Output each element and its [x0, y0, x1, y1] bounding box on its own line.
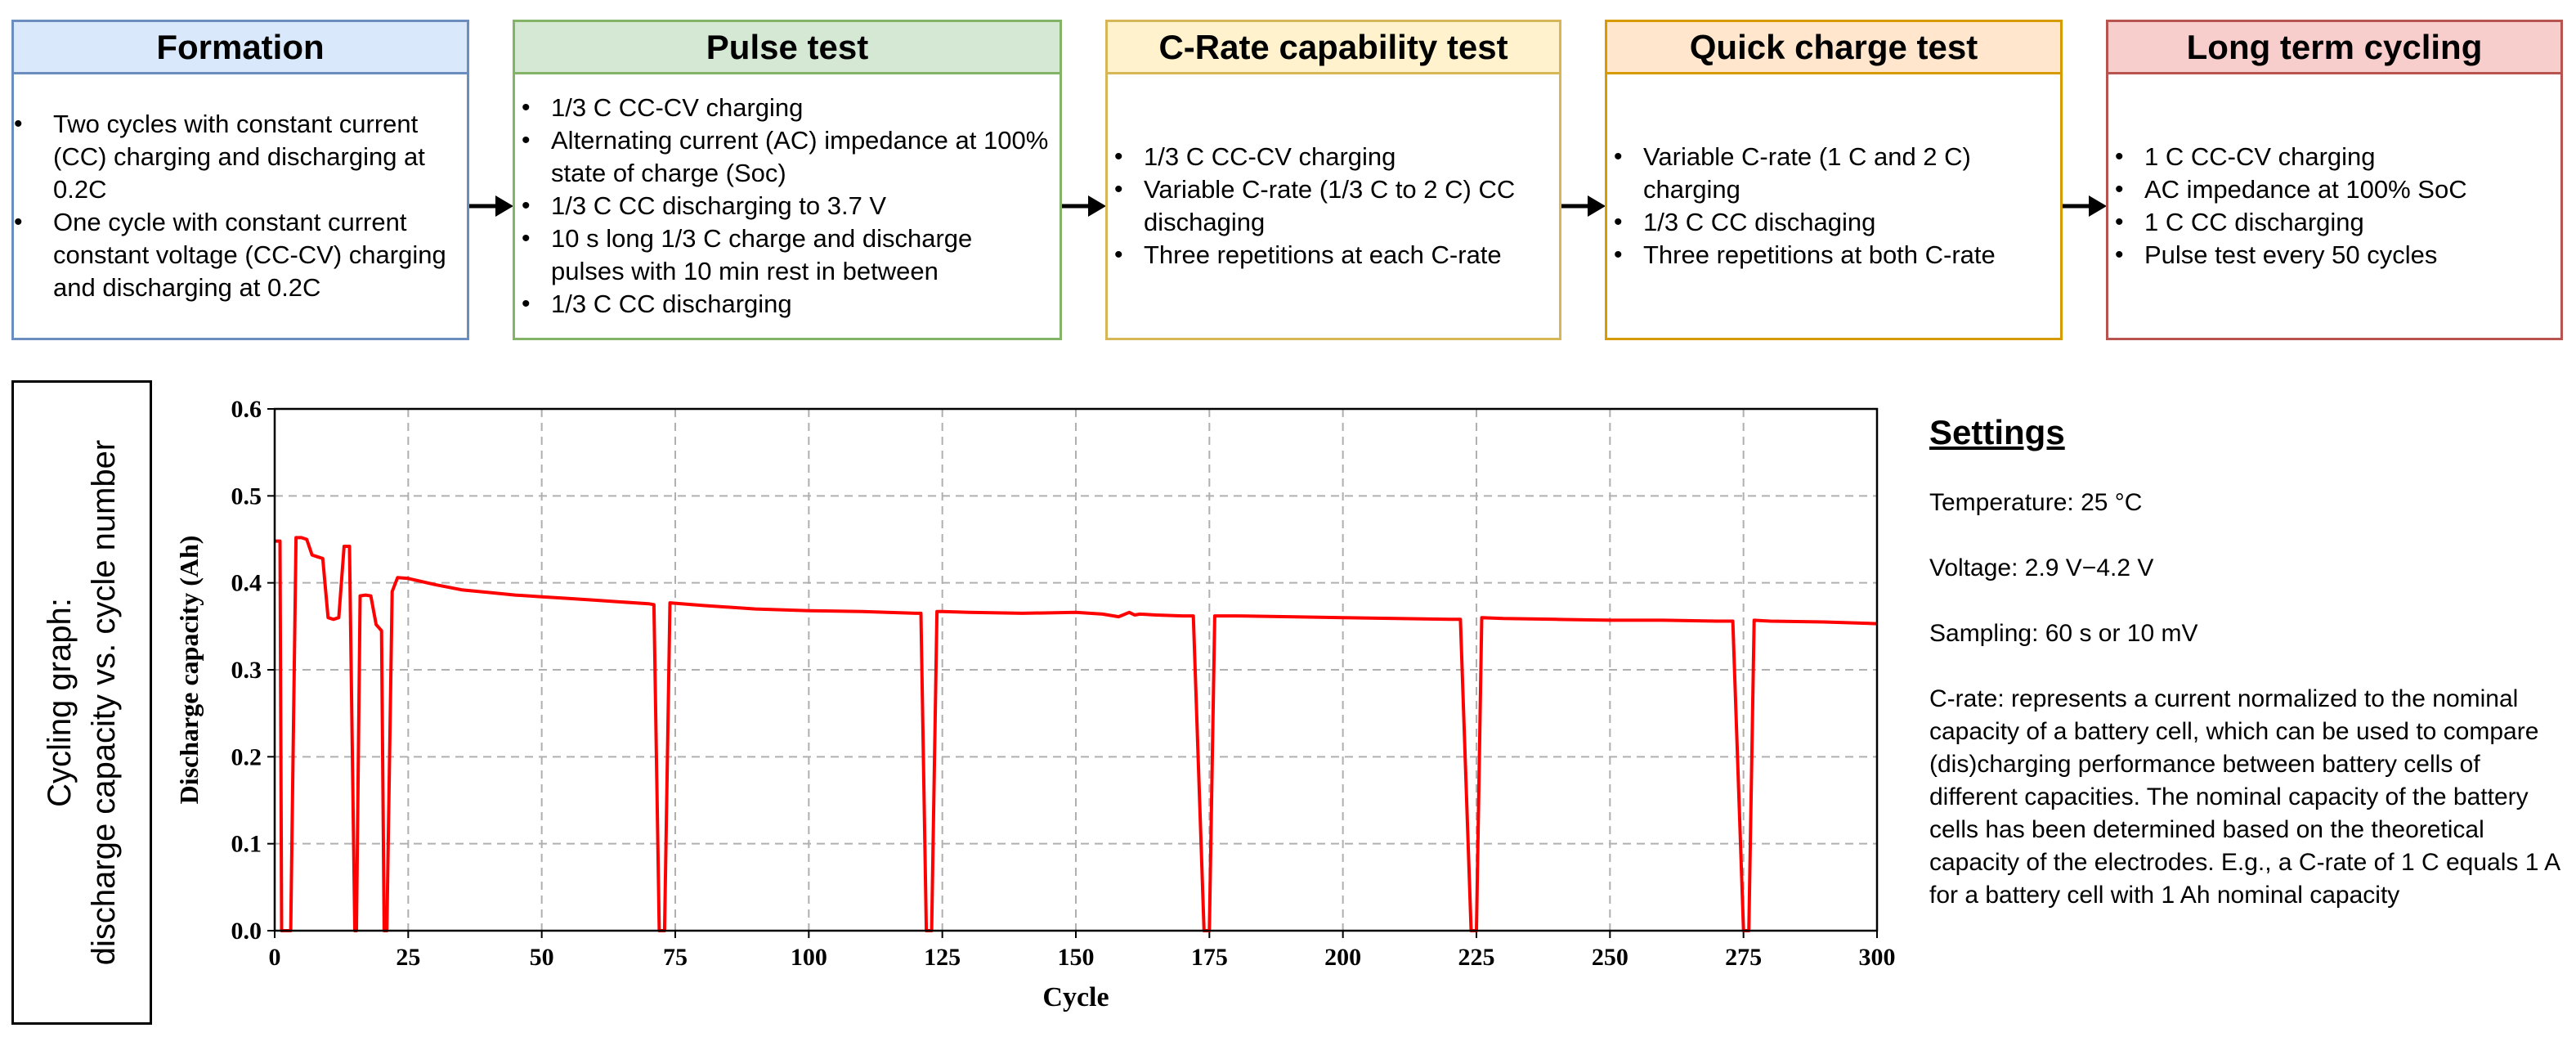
stage-item: 1 C CC-CV charging — [2115, 141, 2552, 173]
stage-item: AC impedance at 100% SoC — [2115, 173, 2552, 206]
arrow-right-icon — [2063, 195, 2107, 217]
stage-item: 1/3 C CC discharging to 3.7 V — [522, 190, 1051, 222]
y-tick-label: 0.6 — [231, 396, 262, 423]
stage-title: Formation — [14, 22, 467, 74]
arrow-right-icon — [1561, 195, 1606, 217]
series-line-0 — [275, 536, 1878, 932]
y-tick-label: 0.2 — [231, 743, 262, 770]
settings-voltage: Voltage: 2.9 V−4.2 V — [1929, 554, 2154, 581]
stage-item: 10 s long 1/3 C charge and discharge pul… — [522, 222, 1051, 288]
x-tick-label: 50 — [530, 944, 554, 971]
stage-item: Two cycles with constant current (CC) ch… — [14, 108, 459, 206]
stage-item: Variable C-rate (1/3 C to 2 C) CC discha… — [1114, 173, 1551, 239]
plot-frame — [273, 407, 1879, 932]
stage-title: C-Rate capability test — [1108, 22, 1559, 74]
arrow-right-icon — [469, 195, 513, 217]
x-tick-label: 275 — [1725, 944, 1762, 971]
y-tick-label: 0.1 — [231, 831, 262, 858]
stage-title: Quick charge test — [1607, 22, 2060, 74]
y-tick-label: 0.3 — [231, 657, 262, 684]
stage-item: 1/3 C CC discharging — [522, 288, 1051, 321]
stage-item: 1/3 C CC dischaging — [1614, 206, 2052, 239]
cycling-graph-label-box: Cycling graph: discharge capacity vs. cy… — [11, 380, 152, 1025]
stage-item: Pulse test every 50 cycles — [2115, 239, 2552, 272]
stage-long-term-cycling: Long term cycling 1 C CC-CV charging AC … — [2106, 20, 2563, 340]
x-tick-label: 225 — [1458, 944, 1495, 971]
settings-panel: Settings Temperature: 25 °C Voltage: 2.9… — [1929, 413, 2567, 945]
x-tick-label: 250 — [1592, 944, 1628, 971]
stage-item: 1/3 C CC-CV charging — [522, 92, 1051, 124]
x-tick-label: 25 — [396, 944, 420, 971]
cycling-graph-label-line2: discharge capacity vs. cycle number — [86, 439, 122, 966]
discharge-capacity-chart: 0 25 50 75 100 125 150 175 200 225 250 275 300 0.0 0.1… — [174, 396, 1896, 1012]
settings-c-rate: C-rate: represents a current normalized … — [1929, 685, 2560, 909]
stage-item: 1 C CC discharging — [2115, 206, 2552, 239]
settings-title: Settings — [1929, 413, 2065, 451]
stage-item: Variable C-rate (1 C and 2 C) charging — [1614, 141, 2052, 206]
arrow-right-icon — [1062, 195, 1106, 217]
stage-title: Pulse test — [515, 22, 1060, 74]
x-tick-label: 150 — [1058, 944, 1095, 971]
stage-item: 1/3 C CC-CV charging — [1114, 141, 1551, 173]
x-tick-label: 300 — [1859, 944, 1896, 971]
y-tick-label: 0.0 — [231, 918, 262, 945]
y-tick-label: 0.5 — [231, 483, 262, 510]
stage-formation: Formation Two cycles with constant curre… — [11, 20, 469, 340]
cycling-graph-label-line1: Cycling graph: — [42, 598, 78, 807]
stage-item: Alternating current (AC) impedance at 10… — [522, 124, 1051, 190]
settings-sampling: Sampling: 60 s or 10 mV — [1929, 620, 2198, 647]
cycling-graph-label: Cycling graph: discharge capacity vs. cy… — [38, 384, 126, 1021]
y-tick-label: 0.4 — [231, 570, 262, 597]
x-tick-label: 125 — [924, 944, 961, 971]
stage-item: One cycle with constant current constant… — [14, 206, 459, 304]
stage-pulse-test: Pulse test 1/3 C CC-CV charging Alternat… — [513, 20, 1062, 340]
x-tick-label: 100 — [791, 944, 827, 971]
x-tick-label: 200 — [1324, 944, 1361, 971]
x-tick-label: 75 — [663, 944, 688, 971]
x-axis-label: Cycle — [1042, 982, 1109, 1012]
stage-c-rate-capability-test: C-Rate capability test 1/3 C CC-CV charg… — [1105, 20, 1561, 340]
y-axis-label: Discharge capacity (Ah) — [174, 536, 204, 805]
settings-temperature: Temperature: 25 °C — [1929, 489, 2143, 516]
stage-item: Three repetitions at both C-rate — [1614, 239, 2052, 272]
stage-title: Long term cycling — [2108, 22, 2560, 74]
stage-quick-charge-test: Quick charge test Variable C-rate (1 C a… — [1605, 20, 2063, 340]
x-tick-label: 0 — [269, 944, 281, 971]
stage-item: Three repetitions at each C-rate — [1114, 239, 1551, 272]
x-tick-label: 175 — [1191, 944, 1228, 971]
